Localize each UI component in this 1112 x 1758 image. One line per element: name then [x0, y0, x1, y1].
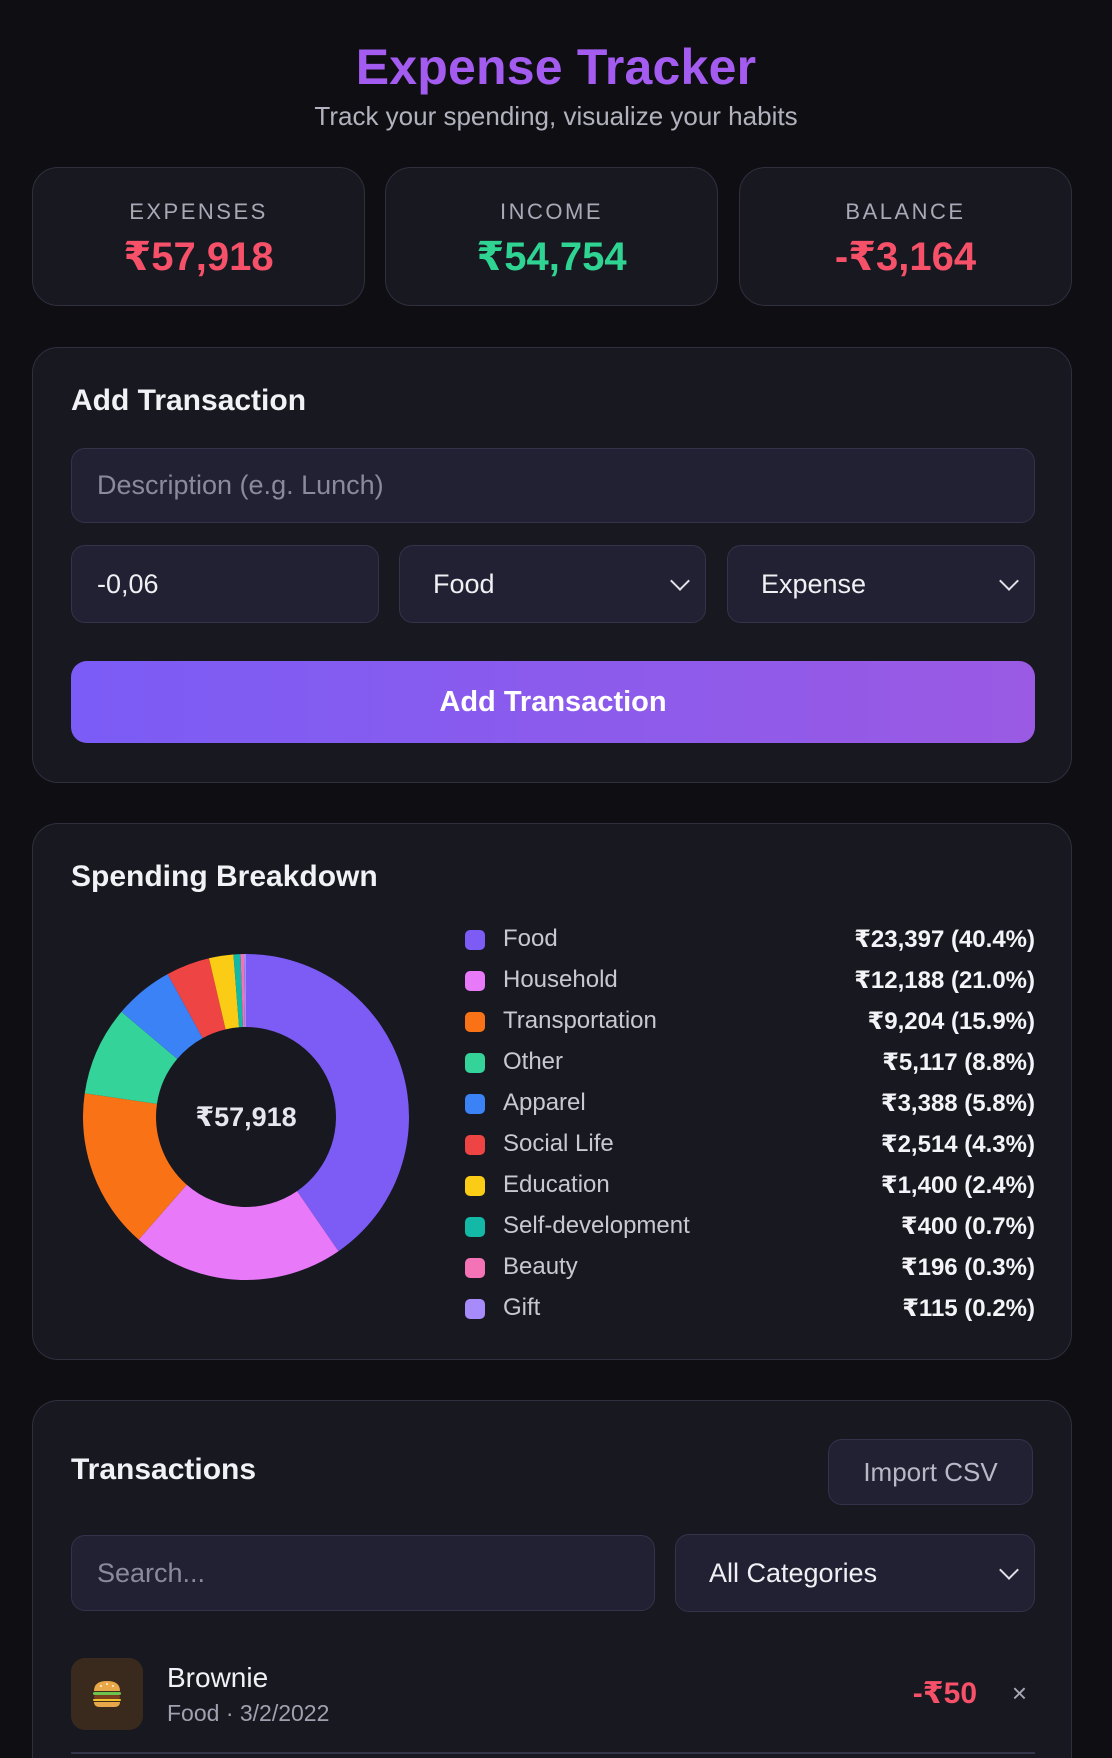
legend-swatch	[465, 1176, 485, 1196]
donut-slice-education	[208, 954, 240, 1030]
legend-swatch	[465, 1135, 485, 1155]
chevron-down-icon	[670, 571, 690, 591]
legend-swatch	[465, 1053, 485, 1073]
balance-label: BALANCE	[845, 199, 966, 224]
spending-breakdown-card: Spending Breakdown ₹57,918 Food ₹23,397 (…	[32, 823, 1072, 1360]
legend-category-amount: ₹115 (0.2%)	[902, 1295, 1035, 1322]
legend-swatch	[465, 930, 485, 950]
page-subtitle: Track your spending, visualize your habi…	[314, 101, 798, 131]
transactions-title: Transactions	[71, 1453, 257, 1486]
type-select-value: Expense	[761, 568, 867, 599]
chevron-down-icon	[999, 571, 1019, 591]
legend-swatch	[465, 971, 485, 991]
donut-slice-social-life	[167, 958, 226, 1039]
type-select[interactable]: Expense	[727, 545, 1035, 623]
legend-category-name: Transportation	[503, 1007, 657, 1034]
donut-slice-transportation	[82, 1093, 187, 1240]
legend-category-name: Social Life	[503, 1130, 614, 1157]
legend-swatch	[465, 1299, 485, 1319]
legend-item: Food ₹23,397 (40.4%)	[465, 920, 1035, 961]
search-input[interactable]: Search...	[71, 1535, 655, 1611]
legend-item: Self-development ₹400 (0.7%)	[465, 1207, 1035, 1248]
legend-item: Beauty ₹196 (0.3%)	[465, 1248, 1035, 1289]
legend-category-name: Self-development	[503, 1212, 690, 1239]
income-label: INCOME	[500, 199, 603, 224]
income-stat-card: INCOME ₹54,754	[385, 167, 718, 306]
donut-chart-svg	[82, 954, 409, 1280]
legend-category-name: Beauty	[503, 1253, 578, 1280]
legend-category-amount: ₹23,397 (40.4%)	[854, 926, 1035, 953]
balance-value: -₹3,164	[834, 235, 977, 279]
category-filter-value: All Categories	[709, 1557, 878, 1588]
summary-stats: EXPENSES ₹57,918 INCOME ₹54,754 BALANCE …	[32, 167, 1072, 306]
legend-item: Apparel ₹3,388 (5.8%)	[465, 1084, 1035, 1125]
row-divider	[71, 1752, 1035, 1754]
legend-swatch	[465, 1217, 485, 1237]
legend-category-name: Other	[503, 1048, 564, 1075]
add-transaction-button[interactable]: Add Transaction	[71, 661, 1035, 743]
legend-item: Transportation ₹9,204 (15.9%)	[465, 1002, 1035, 1043]
add-transaction-card: Add Transaction Description (e.g. Lunch)…	[32, 347, 1072, 783]
header: Expense Tracker Track your spending, vis…	[0, 0, 1112, 132]
expenses-value: ₹57,918	[123, 235, 274, 279]
category-select[interactable]: Food	[399, 545, 706, 623]
donut-slice-household	[138, 1184, 339, 1280]
page-title: Expense Tracker	[355, 39, 757, 95]
legend-swatch	[465, 1012, 485, 1032]
legend-category-name: Gift	[503, 1294, 541, 1321]
add-transaction-title: Add Transaction	[71, 384, 307, 417]
legend-category-amount: ₹2,514 (4.3%)	[880, 1131, 1035, 1158]
donut-slice-other	[84, 1011, 178, 1104]
amount-input[interactable]: -0,06	[71, 545, 379, 623]
donut-slice-food	[246, 954, 409, 1252]
legend-category-amount: ₹1,400 (2.4%)	[880, 1172, 1035, 1199]
donut-slice-apparel	[121, 974, 203, 1059]
legend-category-amount: ₹12,188 (21.0%)	[854, 967, 1035, 994]
legend-category-amount: ₹3,388 (5.8%)	[880, 1090, 1035, 1117]
legend-item: Education ₹1,400 (2.4%)	[465, 1166, 1035, 1207]
donut-chart: ₹57,918	[82, 954, 409, 1280]
legend-item: Household ₹12,188 (21.0%)	[465, 961, 1035, 1002]
chart-legend: Food ₹23,397 (40.4%) Household ₹12,188 (21.…	[465, 920, 1035, 1330]
category-filter-select[interactable]: All Categories	[675, 1534, 1035, 1612]
spending-breakdown-title: Spending Breakdown	[71, 860, 378, 893]
donut-slice-beauty	[240, 954, 245, 1028]
category-select-value: Food	[433, 568, 495, 599]
legend-swatch	[465, 1094, 485, 1114]
transaction-meta: Food · 3/2/2022	[167, 1700, 330, 1726]
expenses-stat-card: EXPENSES ₹57,918	[32, 167, 365, 306]
legend-item: Other ₹5,117 (8.8%)	[465, 1043, 1035, 1084]
legend-item: Gift ₹115 (0.2%)	[465, 1289, 1035, 1330]
legend-category-amount: ₹9,204 (15.9%)	[867, 1008, 1035, 1035]
legend-category-amount: ₹196 (0.3%)	[900, 1254, 1035, 1281]
transactions-card: Transactions Import CSV Search... All Ca…	[32, 1400, 1072, 1758]
donut-slice-self-development	[233, 954, 243, 1028]
transaction-row: Brownie Food · 3/2/2022 -₹50 ×	[71, 1658, 1035, 1758]
legend-swatch	[465, 1258, 485, 1278]
balance-stat-card: BALANCE -₹3,164	[739, 167, 1072, 306]
burger-icon	[71, 1658, 143, 1730]
income-value: ₹54,754	[476, 235, 627, 279]
legend-item: Social Life ₹2,514 (4.3%)	[465, 1125, 1035, 1166]
transaction-amount: -₹50	[912, 1677, 977, 1710]
legend-category-amount: ₹5,117 (8.8%)	[882, 1049, 1035, 1076]
legend-category-name: Education	[503, 1171, 610, 1198]
chevron-down-icon	[999, 1560, 1019, 1580]
transaction-name: Brownie	[167, 1662, 269, 1693]
delete-transaction-button[interactable]: ×	[1011, 1678, 1027, 1708]
legend-category-name: Apparel	[503, 1089, 586, 1116]
description-input[interactable]: Description (e.g. Lunch)	[71, 448, 1035, 523]
donut-slice-gift	[243, 954, 246, 1028]
legend-category-amount: ₹400 (0.7%)	[900, 1213, 1035, 1240]
legend-category-name: Food	[503, 925, 558, 952]
donut-center-total: ₹57,918	[195, 1101, 297, 1132]
import-csv-button[interactable]: Import CSV	[828, 1439, 1033, 1505]
legend-category-name: Household	[503, 966, 618, 993]
expenses-label: EXPENSES	[129, 199, 268, 224]
